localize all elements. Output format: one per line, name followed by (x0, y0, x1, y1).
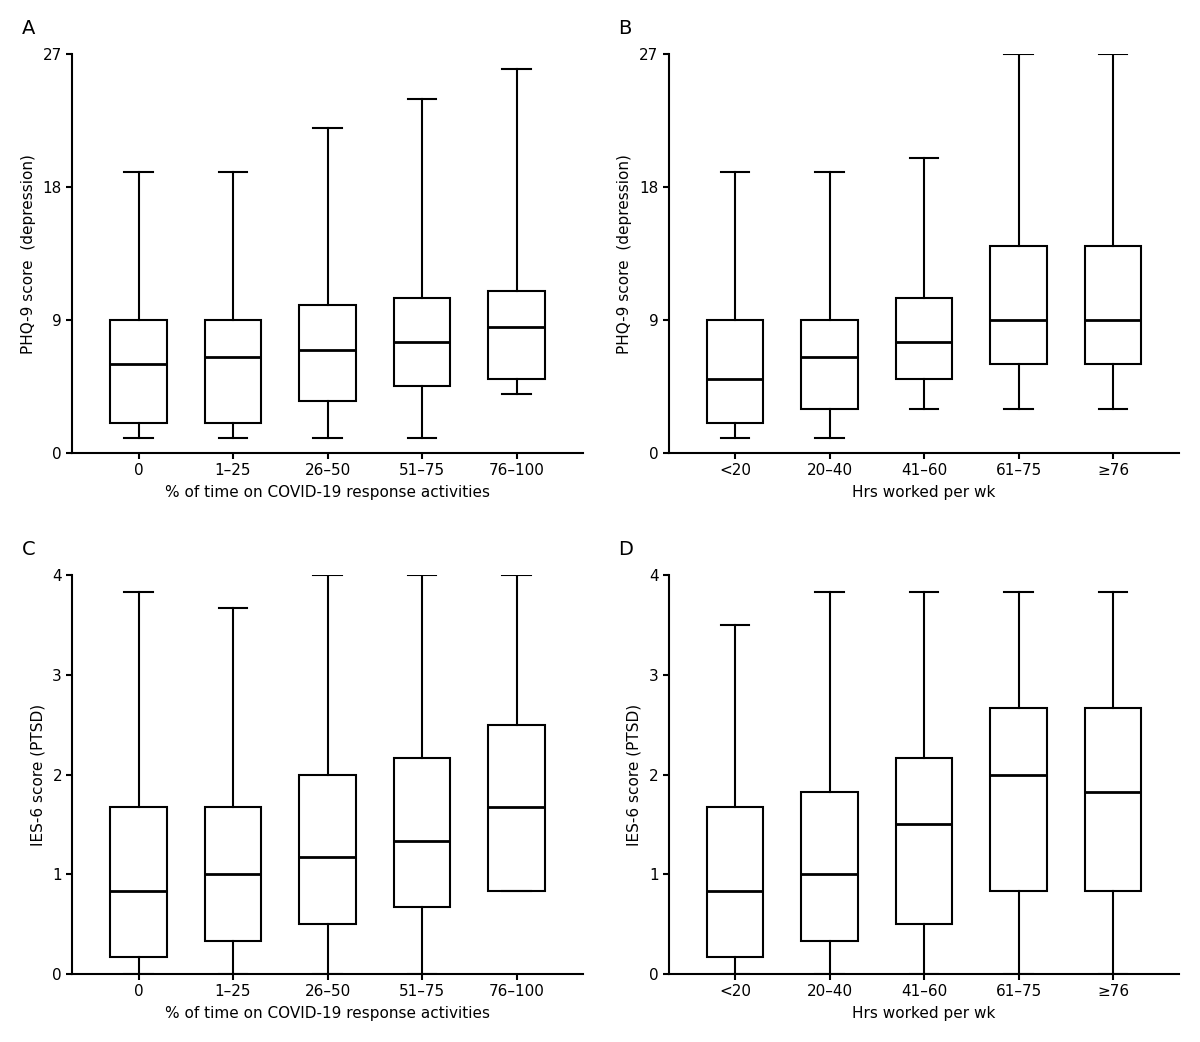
PathPatch shape (394, 298, 450, 387)
X-axis label: % of time on COVID-19 response activities: % of time on COVID-19 response activitie… (166, 486, 490, 500)
Text: D: D (618, 541, 632, 560)
PathPatch shape (895, 298, 953, 379)
PathPatch shape (110, 808, 167, 957)
PathPatch shape (802, 792, 858, 941)
X-axis label: Hrs worked per wk: Hrs worked per wk (852, 486, 996, 500)
PathPatch shape (110, 320, 167, 423)
PathPatch shape (990, 246, 1046, 365)
PathPatch shape (707, 808, 763, 957)
PathPatch shape (802, 320, 858, 408)
PathPatch shape (1085, 246, 1141, 365)
PathPatch shape (299, 305, 356, 401)
Y-axis label: IES-6 score (PTSD): IES-6 score (PTSD) (626, 703, 642, 846)
PathPatch shape (990, 708, 1046, 891)
PathPatch shape (299, 774, 356, 924)
Y-axis label: IES-6 score (PTSD): IES-6 score (PTSD) (30, 703, 46, 846)
PathPatch shape (707, 320, 763, 423)
X-axis label: % of time on COVID-19 response activities: % of time on COVID-19 response activitie… (166, 1007, 490, 1021)
PathPatch shape (1085, 708, 1141, 891)
Text: A: A (22, 20, 35, 39)
PathPatch shape (488, 291, 545, 379)
Text: C: C (22, 541, 35, 560)
PathPatch shape (205, 808, 262, 941)
Text: B: B (618, 20, 631, 39)
Y-axis label: PHQ-9 score  (depression): PHQ-9 score (depression) (20, 153, 36, 353)
PathPatch shape (205, 320, 262, 423)
PathPatch shape (895, 758, 953, 924)
Y-axis label: PHQ-9 score  (depression): PHQ-9 score (depression) (617, 153, 632, 353)
PathPatch shape (394, 758, 450, 908)
X-axis label: Hrs worked per wk: Hrs worked per wk (852, 1007, 996, 1021)
PathPatch shape (488, 725, 545, 891)
